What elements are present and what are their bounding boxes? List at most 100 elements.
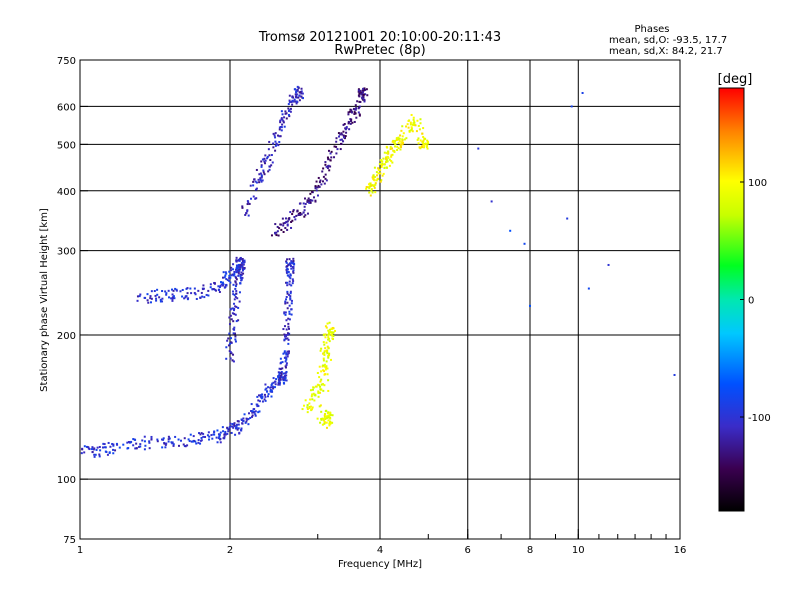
echo-point [365,186,368,189]
echo-point [349,122,352,125]
echo-point [339,142,342,145]
echo-point [377,172,380,175]
echo-point [324,368,327,371]
echo-point [227,430,230,433]
echo-point [286,292,289,295]
echo-point [247,214,250,217]
echo-point [400,141,403,144]
echo-point [134,438,137,441]
echo-point [272,132,275,135]
echo-point [362,89,365,92]
echo-point [232,274,235,277]
echo-point [315,385,318,388]
echo-point [278,380,281,383]
echo-point [282,381,285,384]
echo-point [328,422,331,425]
echo-point [144,444,147,447]
echo-point [235,423,238,426]
echo-point [154,294,157,297]
echo-point [326,167,329,170]
echo-point [364,93,367,96]
echo-point [228,316,231,319]
echo-point [258,410,261,413]
echo-point [607,263,610,266]
echo-point [270,395,273,398]
echo-point [384,157,387,160]
echo-point [266,157,269,160]
echo-point [271,382,274,385]
echo-point [274,140,277,143]
echo-point [170,441,173,444]
y-tick-label: 75 [63,535,76,546]
echo-point [116,443,119,446]
echo-point [354,104,357,107]
echo-point [224,432,227,435]
echo-point [201,295,204,298]
echo-point [371,176,374,179]
echo-point [275,378,278,381]
echo-point [272,377,275,380]
echo-point [184,445,187,448]
echo-point [401,138,404,141]
echo-point [360,93,363,96]
echo-point [240,278,243,281]
echo-point [320,410,323,413]
echo-point [83,445,86,448]
echo-point [343,123,346,126]
echo-point [237,427,240,430]
echo-point [162,438,165,441]
echo-point [247,418,250,421]
echo-point [284,366,287,369]
echo-point [311,388,314,391]
echo-point [260,396,263,399]
echo-point [167,438,170,441]
echo-point [335,152,338,155]
echo-point [412,118,415,121]
echo-point [158,296,161,299]
echo-point [243,266,246,269]
echo-point [228,270,231,273]
echo-point [238,265,241,268]
echo-point [417,137,420,140]
echo-point [161,290,164,293]
echo-point [233,424,236,427]
echo-point [231,307,234,310]
echo-point [300,87,303,90]
echo-point [104,446,107,449]
echo-point [211,437,214,440]
echo-point [247,201,250,204]
echo-point [188,440,191,443]
echo-point [288,101,291,104]
echo-point [257,411,260,414]
echo-point [287,338,290,341]
echo-point [244,213,247,216]
echo-point [417,124,420,127]
echo-point [413,120,416,123]
echo-point [224,430,227,433]
echo-point [327,336,330,339]
echo-point [361,96,364,99]
echo-point [171,299,174,302]
echo-point [319,404,322,407]
echo-point [236,269,239,272]
echo-point [385,152,388,155]
echo-point [329,417,332,420]
echo-point [328,352,331,355]
echo-point [288,280,291,283]
echo-point [325,179,328,182]
echo-point [320,378,323,381]
echo-point [282,328,285,331]
echo-point [293,215,296,218]
echo-point [239,274,242,277]
echo-point [99,449,102,452]
echo-point [410,113,413,116]
echo-point [251,410,254,413]
echo-point [325,365,328,368]
echo-point [252,184,255,187]
echo-point [379,158,382,161]
echo-point [255,187,258,190]
echo-point [126,447,129,450]
echo-point [370,189,373,192]
echo-point [365,88,368,91]
echo-point [324,173,327,176]
